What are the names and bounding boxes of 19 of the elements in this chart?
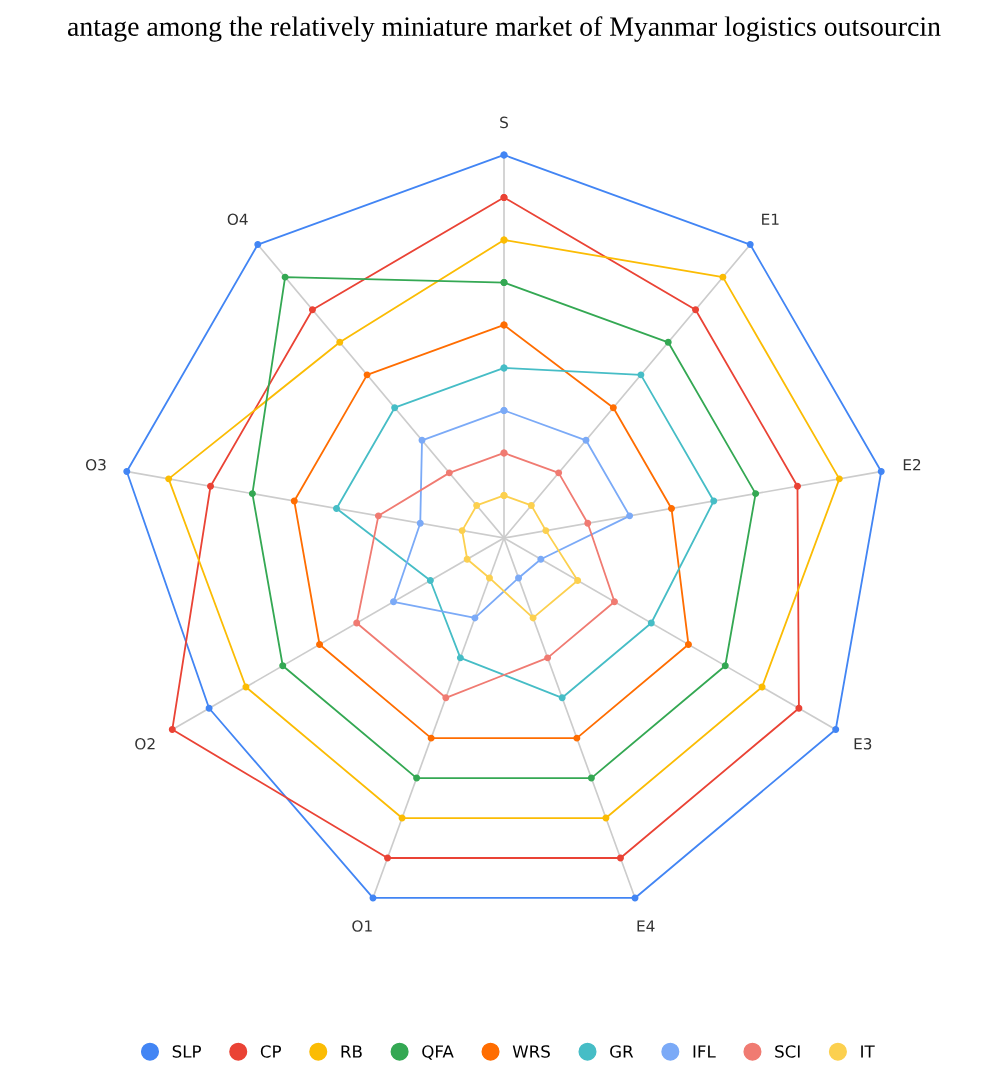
legend-label: SCI — [775, 1045, 800, 1058]
legend-label: GR — [610, 1045, 634, 1058]
legend-label: RB — [341, 1045, 362, 1058]
spoke-label: O1 — [352, 920, 372, 932]
spoke-label: E4 — [637, 920, 655, 932]
spoke-label: S — [500, 116, 508, 129]
spoke-label: O4 — [227, 213, 248, 226]
legend-label: WRS — [512, 1045, 550, 1058]
legend-label: IFL — [693, 1045, 716, 1058]
legend-label: CP — [260, 1045, 282, 1058]
text: antage among the relatively miniature market of Myanmar logistics outsourcin — [67, 16, 941, 42]
legend-label: QFA — [422, 1045, 454, 1060]
spoke-label: E1 — [762, 213, 779, 225]
legend-label: IT — [861, 1045, 875, 1058]
spoke-label: O2 — [135, 738, 155, 750]
legend-label: SLP — [172, 1045, 201, 1058]
spoke-label: O3 — [85, 458, 106, 471]
spoke-label: E3 — [854, 738, 872, 750]
spoke-label: E2 — [903, 458, 921, 471]
